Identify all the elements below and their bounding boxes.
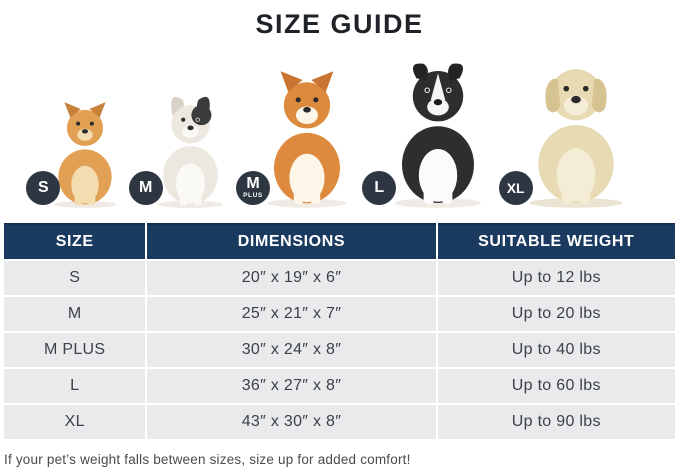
dog-size-illustrations: S M [0,46,679,209]
size-badge-l-label: L [374,179,385,196]
french-bulldog-illustration [157,96,223,208]
size-badge-xl: XL [498,171,533,205]
size-cell: M PLUS [4,333,146,367]
col-header-size: SIZE [4,223,146,259]
size-badge-l: L [362,171,397,205]
col-header-dimensions: DIMENSIONS [147,223,436,259]
pomeranian-dog-illustration [54,102,117,208]
table-header-row: SIZE DIMENSIONS SUITABLE WEIGHT [4,223,675,259]
page-title: SIZE GUIDE [255,9,424,39]
dog-figure-small: S [26,101,128,209]
size-badge-m-plus-sublabel: PLUS [243,192,263,200]
size-guide-table: SIZE DIMENSIONS SUITABLE WEIGHT S 20″ x … [2,221,677,441]
size-badge-m-label: M [138,179,153,196]
table-row-l: L 36″ x 27″ x 8″ Up to 60 lbs [4,369,675,403]
col-header-suitable-weight: SUITABLE WEIGHT [437,223,675,259]
size-cell: M [4,297,146,331]
table-row-m-plus: M PLUS 30″ x 24″ x 8″ Up to 40 lbs [4,333,675,367]
weight-cell: Up to 60 lbs [437,369,675,403]
weight-cell: Up to 20 lbs [437,297,675,331]
weight-cell: Up to 40 lbs [437,333,675,367]
size-badge-m-plus-label: M [246,175,260,193]
dog-figure-medium: M [128,95,236,209]
size-badge-xl-label: XL [506,180,525,196]
size-badge-s-label: S [37,179,49,196]
table-row-s: S 20″ x 19″ x 6″ Up to 12 lbs [4,261,675,295]
dimensions-cell: 43″ x 30″ x 8″ [147,405,436,439]
dimensions-cell: 25″ x 21″ x 7″ [147,297,436,331]
size-cell: L [4,369,146,403]
dimensions-cell: 30″ x 24″ x 8″ [147,333,436,367]
dog-figure-large: L [362,59,498,209]
weight-cell: Up to 90 lbs [437,405,675,439]
table-row-xl: XL 43″ x 30″ x 8″ Up to 90 lbs [4,405,675,439]
dog-figure-extra-large: XL [498,57,637,209]
labrador-dog-illustration [529,69,622,208]
sizing-note: If your pet’s weight falls between sizes… [4,452,411,467]
shiba-inu-dog-illustration [267,71,347,208]
size-cell: S [4,261,146,295]
dimensions-cell: 20″ x 19″ x 6″ [147,261,436,295]
dog-figure-medium-plus: M PLUS [235,71,362,209]
size-badge-s: S [26,171,61,205]
size-badge-m: M [128,171,163,205]
size-badge-m-plus: M PLUS [235,171,270,205]
dimensions-cell: 36″ x 27″ x 8″ [147,369,436,403]
weight-cell: Up to 12 lbs [437,261,675,295]
border-collie-dog-illustration [395,63,482,208]
size-cell: XL [4,405,146,439]
table-row-m: M 25″ x 21″ x 7″ Up to 20 lbs [4,297,675,331]
